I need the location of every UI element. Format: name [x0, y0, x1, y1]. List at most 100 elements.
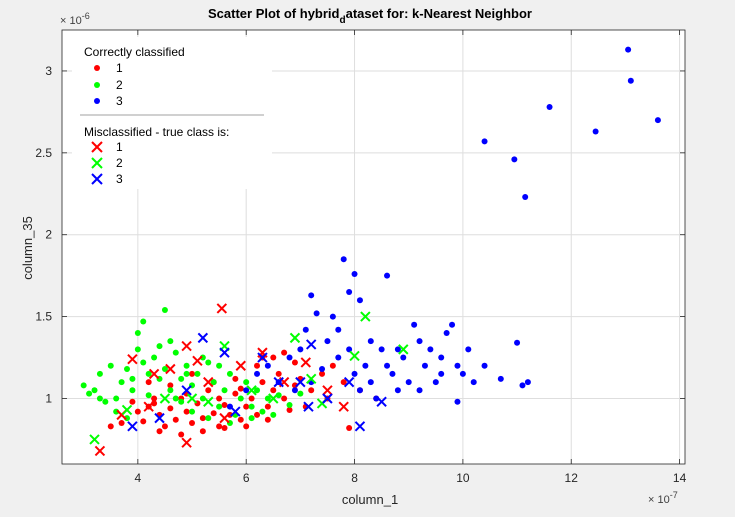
- legend-correct-marker-2: [94, 82, 100, 88]
- point-correct-3: [514, 339, 521, 346]
- point-correct-1: [243, 423, 250, 430]
- point-misclassified-3: [257, 352, 268, 363]
- point-correct-1: [329, 362, 336, 369]
- point-correct-2: [161, 307, 168, 314]
- point-correct-2: [172, 349, 179, 356]
- point-correct-3: [378, 346, 385, 353]
- point-misclassified-1: [181, 340, 192, 352]
- point-correct-1: [167, 405, 174, 412]
- point-correct-3: [243, 387, 250, 394]
- point-correct-1: [270, 354, 277, 361]
- x-exponent-power: -7: [670, 490, 678, 500]
- point-correct-1: [232, 390, 239, 397]
- point-correct-3: [384, 362, 391, 369]
- point-correct-1: [172, 416, 179, 423]
- point-correct-2: [172, 395, 179, 402]
- point-correct-3: [308, 292, 315, 299]
- point-correct-2: [167, 387, 174, 394]
- point-correct-1: [189, 420, 196, 427]
- y-tick-label: 2: [45, 228, 52, 242]
- point-correct-3: [481, 138, 488, 145]
- point-correct-3: [416, 387, 423, 394]
- point-misclassified-3: [230, 406, 241, 417]
- point-misclassified-3: [154, 412, 165, 424]
- point-correct-2: [243, 379, 250, 386]
- title-rest: ataset for: k-Nearest Neighbor: [346, 6, 532, 21]
- point-correct-2: [194, 370, 201, 377]
- point-correct-3: [324, 338, 331, 345]
- point-misclassified-3: [322, 393, 333, 404]
- point-correct-1: [291, 359, 298, 366]
- point-misclassified-2: [289, 332, 301, 344]
- point-correct-1: [264, 403, 271, 410]
- point-correct-1: [319, 370, 326, 377]
- point-correct-2: [151, 354, 158, 361]
- point-misclassified-1: [127, 353, 138, 365]
- legend-correct-marker-3: [94, 98, 100, 104]
- point-correct-3: [454, 398, 461, 405]
- point-correct-3: [627, 77, 634, 84]
- point-correct-1: [232, 375, 239, 382]
- point-correct-2: [140, 318, 147, 325]
- legend-mis-label-2: 2: [116, 156, 123, 170]
- point-misclassified-1: [181, 437, 192, 448]
- x-exponent-base: × 10: [648, 494, 670, 506]
- point-correct-1: [346, 424, 353, 431]
- point-correct-3: [291, 387, 298, 394]
- point-correct-3: [329, 313, 336, 320]
- point-correct-2: [205, 359, 212, 366]
- point-misclassified-2: [159, 393, 171, 404]
- point-misclassified-2: [268, 393, 279, 404]
- point-correct-3: [449, 321, 456, 328]
- point-correct-3: [302, 326, 309, 333]
- point-correct-2: [140, 359, 147, 366]
- point-correct-3: [335, 326, 342, 333]
- legend-mis-marker-1: [91, 141, 103, 153]
- point-correct-2: [297, 390, 304, 397]
- point-correct-2: [96, 395, 103, 402]
- point-correct-2: [129, 387, 136, 394]
- point-misclassified-1: [94, 445, 106, 457]
- point-correct-2: [248, 415, 255, 422]
- title-subscript: d: [339, 15, 345, 26]
- point-misclassified-3: [127, 421, 138, 432]
- point-misclassified-2: [349, 350, 360, 362]
- point-correct-3: [297, 346, 304, 353]
- point-correct-2: [134, 346, 141, 353]
- point-correct-3: [340, 256, 347, 263]
- point-correct-2: [270, 411, 277, 418]
- point-correct-1: [189, 370, 196, 377]
- point-misclassified-2: [398, 344, 409, 355]
- point-correct-3: [400, 354, 407, 361]
- point-correct-3: [438, 370, 445, 377]
- point-correct-2: [286, 402, 293, 409]
- point-correct-3: [394, 387, 401, 394]
- x-tick-label: 14: [673, 471, 687, 485]
- y-exponent-base: × 10: [60, 15, 82, 27]
- point-correct-2: [86, 390, 93, 397]
- point-correct-2: [237, 395, 244, 402]
- point-misclassified-1: [203, 376, 214, 388]
- point-misclassified-1: [216, 303, 228, 314]
- point-correct-1: [145, 379, 152, 386]
- point-correct-1: [216, 423, 223, 430]
- point-correct-1: [183, 408, 190, 415]
- point-correct-1: [161, 423, 168, 430]
- point-correct-3: [454, 362, 461, 369]
- point-correct-1: [210, 410, 217, 417]
- point-correct-2: [216, 403, 223, 410]
- point-correct-2: [178, 398, 185, 405]
- point-correct-2: [96, 370, 103, 377]
- point-correct-3: [546, 103, 553, 110]
- point-correct-1: [308, 387, 315, 394]
- point-correct-3: [351, 271, 358, 278]
- point-correct-1: [237, 385, 244, 392]
- point-correct-2: [124, 366, 131, 373]
- legend-mis-marker-2: [91, 157, 103, 169]
- point-correct-3: [481, 362, 488, 369]
- point-correct-2: [216, 362, 223, 369]
- chart-title: Scatter Plot of hybriddataset for: k-Nea…: [208, 6, 532, 26]
- point-correct-3: [313, 310, 320, 317]
- point-correct-1: [281, 349, 288, 356]
